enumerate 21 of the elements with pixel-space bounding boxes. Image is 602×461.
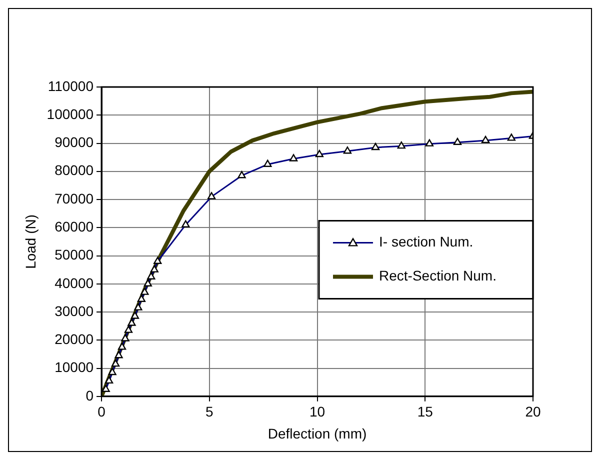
y-tick-label: 60000 [54,218,94,234]
x-tick-label: 20 [525,404,541,420]
y-tick-label: 90000 [54,134,94,150]
x-tick-label: 15 [417,404,434,420]
x-tick-label: 10 [309,404,326,420]
y-tick-label: 0 [86,387,94,404]
x-axis-title: Deflection (mm) [268,425,367,442]
y-tick-label: 70000 [54,190,94,206]
legend-label: I- section Num. [379,234,474,250]
y-tick-label: 110000 [48,78,94,94]
y-tick-label: 100000 [46,106,94,122]
x-tick-label: 0 [98,404,106,420]
y-tick-label: 30000 [54,302,94,319]
y-tick-label: 50000 [54,246,94,263]
y-tick-label: 10000 [54,359,94,376]
y-tick-label: 80000 [54,162,94,178]
x-tick-label: 5 [205,404,214,420]
legend-label: Rect-Section Num. [379,268,496,284]
y-tick-label: 40000 [54,274,94,291]
y-axis-title: Load (N) [22,214,38,269]
y-tick-label: 20000 [54,331,94,348]
